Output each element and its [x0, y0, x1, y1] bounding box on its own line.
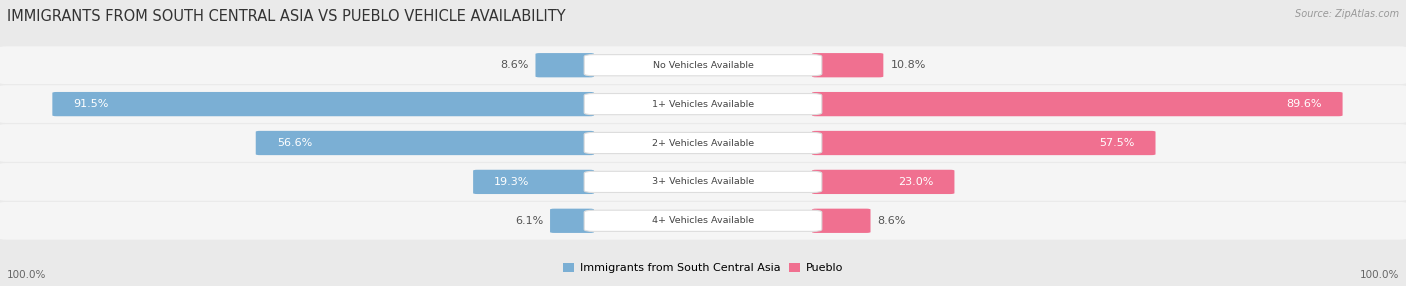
- Legend: Immigrants from South Central Asia, Pueblo: Immigrants from South Central Asia, Pueb…: [558, 258, 848, 278]
- FancyBboxPatch shape: [0, 163, 1406, 201]
- Text: 8.6%: 8.6%: [877, 216, 905, 226]
- Text: 56.6%: 56.6%: [277, 138, 312, 148]
- FancyBboxPatch shape: [585, 132, 821, 154]
- FancyBboxPatch shape: [0, 124, 1406, 162]
- FancyBboxPatch shape: [550, 209, 593, 233]
- FancyBboxPatch shape: [813, 131, 1156, 155]
- FancyBboxPatch shape: [813, 92, 1343, 116]
- FancyBboxPatch shape: [585, 171, 821, 192]
- Text: 4+ Vehicles Available: 4+ Vehicles Available: [652, 216, 754, 225]
- Text: 10.8%: 10.8%: [890, 60, 925, 70]
- Text: 100.0%: 100.0%: [7, 270, 46, 280]
- Text: 2+ Vehicles Available: 2+ Vehicles Available: [652, 138, 754, 148]
- Text: 3+ Vehicles Available: 3+ Vehicles Available: [652, 177, 754, 186]
- Text: IMMIGRANTS FROM SOUTH CENTRAL ASIA VS PUEBLO VEHICLE AVAILABILITY: IMMIGRANTS FROM SOUTH CENTRAL ASIA VS PU…: [7, 9, 565, 23]
- Text: Source: ZipAtlas.com: Source: ZipAtlas.com: [1295, 9, 1399, 19]
- Text: No Vehicles Available: No Vehicles Available: [652, 61, 754, 70]
- FancyBboxPatch shape: [474, 170, 593, 194]
- FancyBboxPatch shape: [536, 53, 593, 77]
- FancyBboxPatch shape: [585, 94, 821, 115]
- Text: 23.0%: 23.0%: [898, 177, 934, 187]
- FancyBboxPatch shape: [0, 85, 1406, 123]
- Text: 89.6%: 89.6%: [1286, 99, 1322, 109]
- Text: 19.3%: 19.3%: [495, 177, 530, 187]
- Text: 1+ Vehicles Available: 1+ Vehicles Available: [652, 100, 754, 109]
- FancyBboxPatch shape: [813, 170, 955, 194]
- FancyBboxPatch shape: [0, 46, 1406, 84]
- Text: 100.0%: 100.0%: [1360, 270, 1399, 280]
- FancyBboxPatch shape: [52, 92, 593, 116]
- FancyBboxPatch shape: [256, 131, 593, 155]
- FancyBboxPatch shape: [813, 209, 870, 233]
- FancyBboxPatch shape: [585, 210, 821, 231]
- Text: 91.5%: 91.5%: [73, 99, 108, 109]
- FancyBboxPatch shape: [813, 53, 883, 77]
- FancyBboxPatch shape: [0, 202, 1406, 240]
- Text: 8.6%: 8.6%: [501, 60, 529, 70]
- Text: 57.5%: 57.5%: [1099, 138, 1135, 148]
- FancyBboxPatch shape: [585, 55, 821, 76]
- Text: 6.1%: 6.1%: [515, 216, 543, 226]
